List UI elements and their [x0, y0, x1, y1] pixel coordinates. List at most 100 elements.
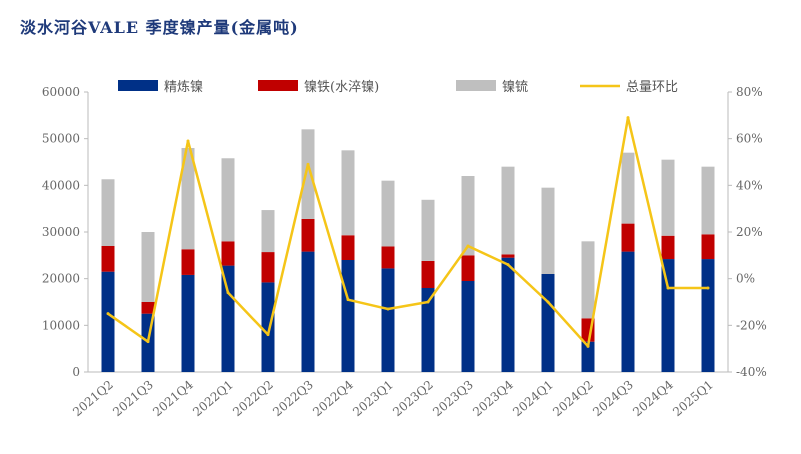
- line-point-qoq: [586, 344, 590, 348]
- chart-title: 淡水河谷VALE 季度镍产量(金属吨): [20, 18, 299, 37]
- line-point-qoq: [666, 286, 670, 290]
- y-left-tick-label: 40000: [42, 178, 80, 192]
- y-left-tick-label: 60000: [42, 85, 80, 99]
- x-tick-label: 2023Q4: [470, 377, 516, 419]
- bar-nickel-matte: [661, 159, 675, 236]
- bar-refined-nickel: [621, 251, 635, 372]
- y-right-tick-label: -20%: [736, 318, 767, 332]
- x-tick-label: 2022Q2: [230, 378, 276, 420]
- bar-nickel-matte: [261, 210, 275, 253]
- bar-nickel-matte: [421, 199, 435, 261]
- bar-refined-nickel: [301, 251, 315, 372]
- y-left-tick-label: 50000: [42, 132, 80, 146]
- legend-ferronickel-label: 镍铁(水淬镍): [304, 80, 379, 95]
- x-tick-label: 2022Q3: [270, 378, 316, 420]
- x-tick-label: 2025Q1: [670, 378, 716, 420]
- x-tick-label: 2024Q4: [630, 377, 676, 419]
- bar-nickel-matte: [581, 241, 595, 319]
- bar-ferronickel: [661, 235, 675, 260]
- bar-nickel-matte: [301, 129, 315, 219]
- bar-nickel-matte: [461, 176, 475, 256]
- bar-ferronickel: [181, 249, 195, 275]
- bar-ferronickel: [421, 260, 435, 288]
- bar-ferronickel: [141, 302, 155, 314]
- bar-refined-nickel: [181, 274, 195, 372]
- y-right-tick-label: 0%: [736, 272, 755, 286]
- bar-refined-nickel: [101, 271, 115, 372]
- bar-ferronickel: [461, 255, 475, 281]
- y-right-tick-label: 20%: [736, 225, 763, 239]
- bar-nickel-matte: [181, 148, 195, 250]
- bar-ferronickel: [381, 246, 395, 269]
- line-point-qoq: [426, 300, 430, 304]
- bar-ferronickel: [261, 252, 275, 283]
- y-left-tick-label: 20000: [42, 272, 80, 286]
- bar-nickel-matte: [341, 150, 355, 236]
- x-tick-label: 2022Q4: [310, 377, 356, 419]
- bar-refined-nickel: [541, 274, 555, 372]
- legend-total-qoq-label: 总量环比: [626, 80, 678, 95]
- line-point-qoq: [506, 263, 510, 267]
- bar-refined-nickel: [581, 341, 595, 372]
- bar-refined-nickel: [381, 268, 395, 372]
- line-point-qoq: [626, 116, 630, 120]
- bar-nickel-matte: [221, 158, 235, 242]
- legend-nickel-matte-label: 镍锍: [502, 80, 528, 95]
- line-point-qoq: [466, 244, 470, 248]
- bar-ferronickel: [701, 234, 715, 260]
- bar-refined-nickel: [461, 281, 475, 372]
- bar-refined-nickel: [501, 257, 515, 372]
- legend-refined-nickel-swatch: [118, 80, 158, 91]
- bar-refined-nickel: [421, 288, 435, 372]
- x-tick-label: 2022Q1: [190, 378, 236, 420]
- y-left-tick-label: 10000: [42, 318, 80, 332]
- bar-refined-nickel: [341, 260, 355, 372]
- x-tick-label: 2023Q2: [390, 378, 436, 420]
- x-tick-label: 2024Q3: [590, 378, 636, 420]
- bar-refined-nickel: [261, 282, 275, 372]
- line-point-qoq: [306, 162, 310, 166]
- bar-ferronickel: [101, 246, 115, 272]
- legend-nickel-matte-swatch: [456, 80, 496, 91]
- line-total-qoq: [107, 116, 708, 348]
- y-right-tick-label: 80%: [736, 85, 763, 99]
- bar-ferronickel: [221, 241, 235, 266]
- y-right-tick-label: -40%: [736, 365, 767, 379]
- y-left-tick-label: 30000: [42, 225, 80, 239]
- bar-refined-nickel: [221, 265, 235, 372]
- bar-ferronickel: [341, 235, 355, 260]
- legend-ferronickel-swatch: [258, 80, 298, 91]
- line-point-qoq: [386, 307, 390, 311]
- x-tick-label: 2023Q3: [430, 378, 476, 420]
- x-tick-label: 2021Q2: [70, 378, 116, 420]
- y-right-tick-label: 40%: [736, 178, 763, 192]
- bar-ferronickel: [621, 223, 635, 252]
- x-tick-label: 2021Q3: [110, 378, 156, 420]
- y-right-tick-label: 60%: [736, 132, 763, 146]
- line-point-qoq: [106, 312, 110, 316]
- bar-refined-nickel: [661, 259, 675, 372]
- line-point-qoq: [346, 298, 350, 302]
- line-point-qoq: [546, 300, 550, 304]
- line-point-qoq: [186, 139, 190, 143]
- line-point-qoq: [226, 291, 230, 295]
- x-tick-label: 2021Q4: [150, 377, 196, 419]
- line-point-qoq: [266, 333, 270, 337]
- bar-nickel-matte: [541, 187, 555, 274]
- bar-ferronickel: [301, 218, 315, 252]
- x-tick-label: 2024Q2: [550, 378, 596, 420]
- x-tick-label: 2023Q1: [350, 378, 396, 420]
- x-tick-label: 2024Q1: [510, 378, 556, 420]
- bar-nickel-matte: [501, 166, 515, 255]
- legend-refined-nickel-label: 精炼镍: [164, 80, 203, 95]
- bar-nickel-matte: [101, 179, 115, 246]
- bar-refined-nickel: [701, 259, 715, 372]
- line-point-qoq: [146, 340, 150, 344]
- bar-ferronickel: [501, 254, 515, 258]
- bar-nickel-matte: [381, 180, 395, 247]
- y-left-tick-label: 0: [72, 365, 80, 379]
- bar-nickel-matte: [621, 152, 635, 224]
- line-point-qoq: [706, 286, 710, 290]
- bar-nickel-matte: [701, 166, 715, 235]
